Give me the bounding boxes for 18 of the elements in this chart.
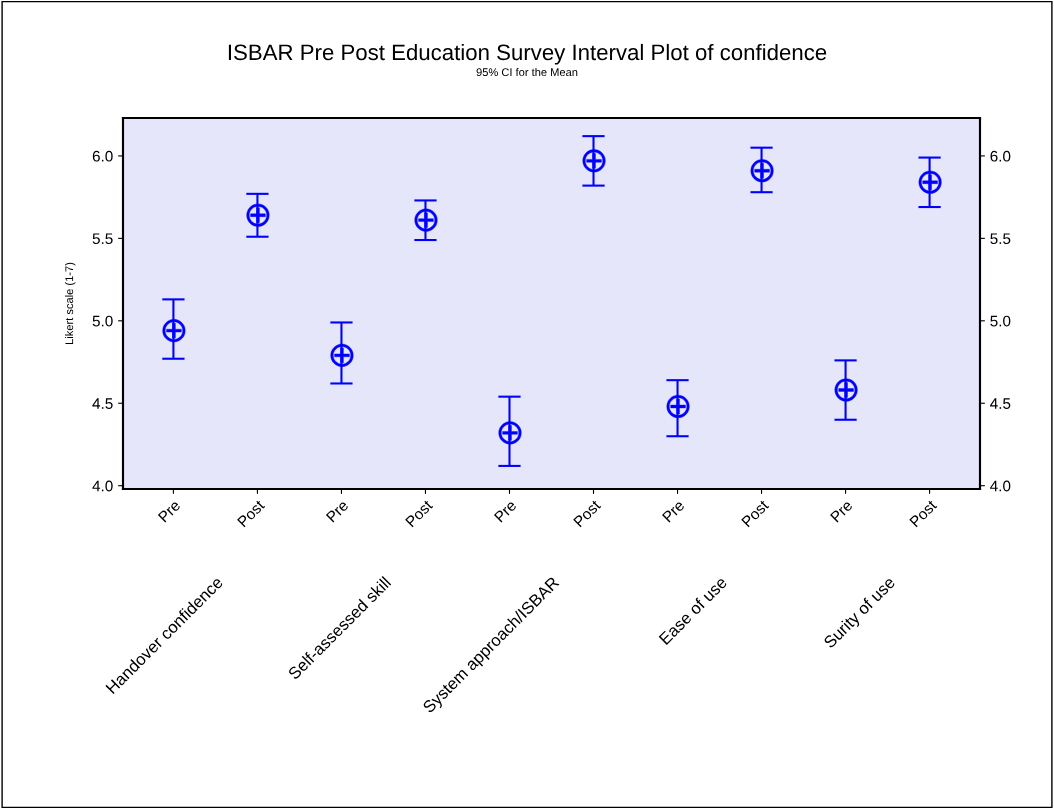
y2-tick-label: 5.5 <box>990 233 1011 245</box>
chart-subtitle: 95% CI for the Mean <box>476 67 578 77</box>
y2-tick-label: 6.0 <box>990 150 1011 162</box>
x-tick-label: Pre <box>830 499 854 523</box>
y-tick-label: 6.0 <box>92 150 113 162</box>
y-tick-label: 4.0 <box>92 480 113 492</box>
x-tick-label: Pre <box>493 499 517 523</box>
y2-tick-label: 4.0 <box>990 480 1011 492</box>
x-tick-label: Pre <box>157 499 181 523</box>
y2-tick-label: 5.0 <box>990 315 1011 327</box>
y-tick-label: 4.5 <box>92 398 113 409</box>
y2-tick-label: 4.5 <box>990 398 1011 409</box>
y-tick-label: 5.0 <box>92 315 113 327</box>
x-tick-label: Pre <box>325 499 349 523</box>
y-tick-label: 5.5 <box>92 233 113 245</box>
chart-title: ISBAR Pre Post Education Survey Interval Plot of confidence <box>228 43 827 65</box>
y-axis-title: Likert scale (1-7) <box>65 262 76 344</box>
x-tick-label: Pre <box>662 499 685 523</box>
